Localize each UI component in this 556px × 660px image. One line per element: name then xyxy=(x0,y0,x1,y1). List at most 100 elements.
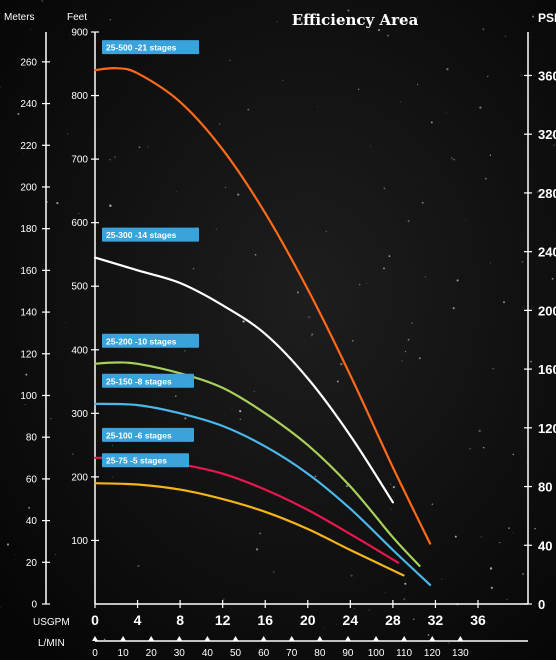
lmin-tick-mark xyxy=(204,636,211,641)
lmin-tick-label: 20 xyxy=(146,648,158,659)
star-dot xyxy=(50,417,52,420)
star-dot xyxy=(317,106,318,108)
meter-tick-label: 260 xyxy=(20,57,37,68)
star-dot xyxy=(450,156,454,160)
star-dot xyxy=(499,542,501,544)
psi-tick-label: 320 xyxy=(538,127,556,142)
meter-tick-label: 120 xyxy=(20,349,37,360)
star-dot xyxy=(345,484,348,488)
star-dot xyxy=(403,598,406,601)
usgpm-tick-label: 24 xyxy=(343,612,359,628)
lmin-tick-label: 60 xyxy=(258,648,270,659)
star-dot xyxy=(254,254,257,256)
star-dot xyxy=(399,101,401,103)
star-dot xyxy=(502,301,506,304)
star-dot xyxy=(340,362,343,366)
star-dot xyxy=(441,578,443,580)
star-dot xyxy=(378,29,380,31)
star-dot xyxy=(521,572,525,576)
lmin-tick-label: 110 xyxy=(396,648,412,659)
star-dot xyxy=(506,598,508,601)
series-line-6 xyxy=(93,482,405,577)
star-dot xyxy=(404,582,407,585)
star-dot xyxy=(421,201,424,204)
feet-tick-label: 300 xyxy=(71,409,88,420)
star-dot xyxy=(358,283,361,286)
meter-tick-label: 160 xyxy=(20,266,37,277)
star-dot xyxy=(526,461,528,463)
star-dot xyxy=(384,592,386,594)
star-dot xyxy=(551,277,554,280)
star-dot xyxy=(490,586,493,589)
lmin-tick-mark xyxy=(401,636,408,641)
star-dot xyxy=(347,9,350,12)
star-dot xyxy=(480,536,482,538)
meter-tick-label: 140 xyxy=(20,308,37,319)
star-dot xyxy=(174,395,177,398)
star-dot xyxy=(418,357,421,360)
star-dot xyxy=(28,506,31,509)
star-dot xyxy=(489,567,493,570)
star-dot xyxy=(536,190,539,193)
star-dot xyxy=(335,623,337,625)
lmin-tick-mark xyxy=(373,636,380,641)
star-dot xyxy=(512,453,515,456)
star-dot xyxy=(85,34,87,36)
feet-tick-label: 500 xyxy=(71,282,88,293)
star-dot xyxy=(445,112,447,114)
star-dot xyxy=(392,485,396,489)
star-dot xyxy=(530,36,532,38)
star-dot xyxy=(551,134,554,137)
star-dot xyxy=(176,191,177,192)
star-dot xyxy=(184,417,187,420)
star-dot xyxy=(111,444,113,446)
star-dot xyxy=(424,276,426,278)
star-dot xyxy=(325,230,327,232)
star-dot xyxy=(368,609,371,611)
star-dot xyxy=(428,623,430,625)
star-dot xyxy=(482,28,485,31)
star-dot xyxy=(521,260,524,263)
star-dot xyxy=(446,67,449,71)
lmin-tick-mark xyxy=(316,636,323,641)
star-dot xyxy=(388,255,391,257)
psi-tick-label: 240 xyxy=(538,245,556,260)
psi-tick-label: 200 xyxy=(538,303,556,318)
psi-tick-label: 360 xyxy=(538,68,556,83)
series-label-text: 25-500 -21 stages xyxy=(106,43,177,53)
star-dot xyxy=(454,535,457,538)
star-dot xyxy=(448,642,450,644)
lmin-tick-label: 80 xyxy=(314,648,326,659)
star-dot xyxy=(17,113,20,115)
star-dot xyxy=(218,122,221,125)
star-dot xyxy=(431,503,433,505)
meter-tick-label: 20 xyxy=(26,558,38,569)
psi-tick-label: 160 xyxy=(538,362,556,377)
star-dot xyxy=(532,15,535,18)
star-dot xyxy=(402,592,403,594)
series-label-badge xyxy=(102,453,189,468)
psi-tick-label: 0 xyxy=(538,597,545,612)
series-line-3 xyxy=(93,361,421,567)
star-dot xyxy=(192,267,195,270)
star-dot xyxy=(15,554,17,556)
star-dot xyxy=(46,201,49,203)
lmin-tick-label: 30 xyxy=(174,648,186,659)
meter-tick-label: 240 xyxy=(20,99,37,110)
series-line-4 xyxy=(93,402,432,586)
star-dot xyxy=(224,414,226,415)
star-dot xyxy=(411,322,414,324)
star-dot xyxy=(215,228,218,230)
feet-tick-label: 200 xyxy=(71,472,88,483)
star-dot xyxy=(103,638,106,641)
series-label-badge xyxy=(102,427,194,442)
star-dot xyxy=(71,452,74,456)
lmin-tick-label: 120 xyxy=(424,648,441,659)
star-dot xyxy=(383,187,386,190)
star-dot xyxy=(247,108,250,111)
lmin-tick-mark xyxy=(260,636,267,641)
star-dot xyxy=(224,186,227,188)
series-labels: 25-500 -21 stages 25-300 -14 stages 25-200… xyxy=(102,40,199,468)
star-dot xyxy=(274,80,276,81)
